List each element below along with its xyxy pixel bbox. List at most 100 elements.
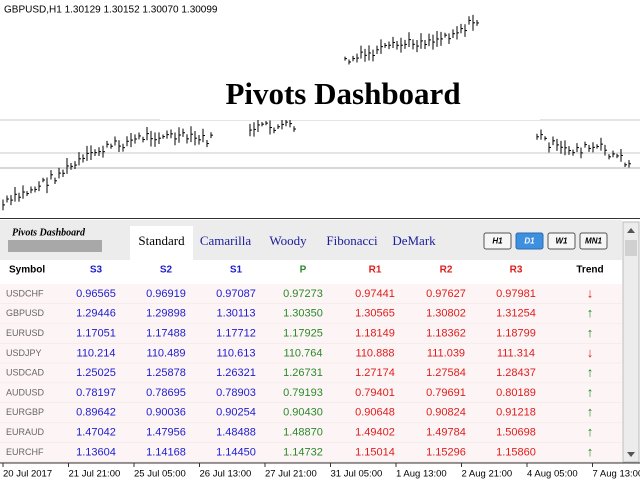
- pivot-level: 1.49402: [355, 427, 395, 439]
- column-header: P: [300, 265, 307, 276]
- tab[interactable]: Woody: [269, 233, 307, 248]
- tab[interactable]: Fibonacci: [326, 233, 378, 248]
- symbol: USDCAD: [6, 368, 45, 378]
- time-label: 7 Aug 13:00: [593, 469, 640, 480]
- pivot-level: 111.039: [427, 347, 465, 359]
- pivot-level: 0.96919: [146, 288, 186, 300]
- pivot-level: 1.30802: [426, 308, 466, 320]
- timeframe-label[interactable]: W1: [556, 237, 569, 246]
- time-axis: [0, 463, 640, 480]
- pivot-level: 0.90254: [216, 407, 256, 419]
- row-bg: [0, 323, 622, 344]
- symbol: EURUSD: [6, 328, 45, 338]
- timeframe-button[interactable]: [483, 232, 512, 250]
- column-header: R2: [440, 265, 453, 276]
- pivot-level: 0.91218: [496, 407, 536, 419]
- pivot-level: 0.97273: [283, 288, 323, 300]
- pivot-level: 1.26321: [216, 367, 256, 379]
- pivot-level: 1.25025: [76, 367, 116, 379]
- timeframe-label[interactable]: D1: [524, 237, 535, 246]
- overlay-title: Pivots Dashboard: [225, 76, 460, 111]
- pivot-level: 1.18799: [496, 328, 536, 340]
- pivot-level: 0.80189: [496, 387, 536, 399]
- column-header: Trend: [576, 265, 603, 276]
- timeframe-label[interactable]: H1: [492, 237, 503, 246]
- pivot-level: 0.97981: [496, 288, 536, 300]
- scrollbar[interactable]: [622, 221, 640, 463]
- symbol: USDCHF: [6, 288, 44, 298]
- pivot-level: 0.79193: [283, 387, 323, 399]
- pivot-level: 0.90824: [426, 407, 466, 419]
- column-header: R3: [510, 265, 523, 276]
- pivot-level: 1.50698: [496, 427, 536, 439]
- scroll-down[interactable]: [627, 452, 635, 457]
- scroll-thumb[interactable]: [625, 240, 637, 256]
- time-label: 31 Jul 05:00: [331, 469, 383, 480]
- tab[interactable]: DeMark: [392, 233, 436, 248]
- scroll-up[interactable]: [627, 228, 635, 233]
- trend-arrow: ↑: [587, 384, 594, 399]
- pivot-level: 1.17712: [216, 328, 256, 340]
- pivot-level: 110.613: [217, 347, 256, 359]
- pivot-level: 1.18149: [355, 328, 395, 340]
- pivot-level: 0.79691: [426, 387, 466, 399]
- logo: Pivots Dashboard: [12, 227, 86, 238]
- trend-arrow: ↑: [587, 325, 594, 340]
- pivot-level: 1.14732: [283, 446, 323, 458]
- time-label: 4 Aug 05:00: [527, 469, 578, 480]
- trend-arrow: ↑: [587, 365, 594, 380]
- trend-arrow: ↓: [587, 285, 594, 300]
- time-label: 27 Jul 21:00: [265, 469, 317, 480]
- time-label: 25 Jul 05:00: [134, 469, 186, 480]
- timeframe-label[interactable]: MN1: [585, 237, 602, 246]
- pivot-level: 1.48488: [216, 427, 256, 439]
- pivot-level: 110.764: [284, 347, 323, 359]
- row-bg: [0, 363, 622, 384]
- logo-bar: [8, 240, 102, 252]
- pivot-level: 0.97087: [216, 288, 256, 300]
- column-header: Symbol: [9, 265, 45, 276]
- symbol: AUDUSD: [6, 387, 45, 397]
- pivot-level: 1.29446: [76, 308, 116, 320]
- row-bg: [0, 402, 622, 423]
- pivot-level: 1.17925: [283, 328, 323, 340]
- pivot-level: 1.18362: [426, 328, 466, 340]
- chart-header: GBPUSD,H1 1.30129 1.30152 1.30070 1.3009…: [4, 5, 218, 16]
- pivot-level: 1.15014: [355, 446, 395, 458]
- trend-arrow: ↑: [587, 424, 594, 439]
- column-header: S3: [90, 265, 103, 276]
- row-bg: [0, 442, 622, 463]
- tab[interactable]: Camarilla: [200, 233, 251, 248]
- tab-active-bg: [130, 226, 193, 260]
- trend-arrow: ↓: [587, 345, 594, 360]
- pivot-level: 111.314: [497, 347, 535, 359]
- pivot-level: 1.28437: [496, 367, 536, 379]
- row-bg: [0, 284, 622, 304]
- symbol: EURGBP: [6, 407, 44, 417]
- time-label: 2 Aug 21:00: [462, 469, 513, 480]
- tab[interactable]: Standard: [138, 233, 185, 248]
- pivot-level: 0.89642: [76, 407, 116, 419]
- time-label: 20 Jul 2017: [3, 469, 52, 480]
- pivot-level: 1.29898: [146, 308, 186, 320]
- timeframe-button[interactable]: [515, 232, 544, 250]
- column-header: S2: [160, 265, 173, 276]
- pivot-level: 0.79401: [355, 387, 395, 399]
- pivot-level: 110.888: [356, 347, 395, 359]
- pivot-level: 0.78695: [146, 387, 186, 399]
- pivot-level: 0.96565: [76, 288, 116, 300]
- column-header: S1: [230, 265, 243, 276]
- pivot-level: 1.48870: [283, 427, 323, 439]
- pivot-level: 1.27584: [426, 367, 466, 379]
- pivot-level: 1.31254: [496, 308, 536, 320]
- column-header: R1: [369, 265, 382, 276]
- row-bg: [0, 303, 622, 324]
- pivot-level: 1.30113: [217, 308, 256, 320]
- timeframe-button[interactable]: [579, 232, 608, 250]
- pivot-level: 1.17051: [76, 328, 116, 340]
- pivot-level: 0.78903: [216, 387, 256, 399]
- timeframe-button[interactable]: [547, 232, 576, 250]
- pivot-level: 1.30350: [283, 308, 323, 320]
- pivot-level: 0.90430: [283, 407, 323, 419]
